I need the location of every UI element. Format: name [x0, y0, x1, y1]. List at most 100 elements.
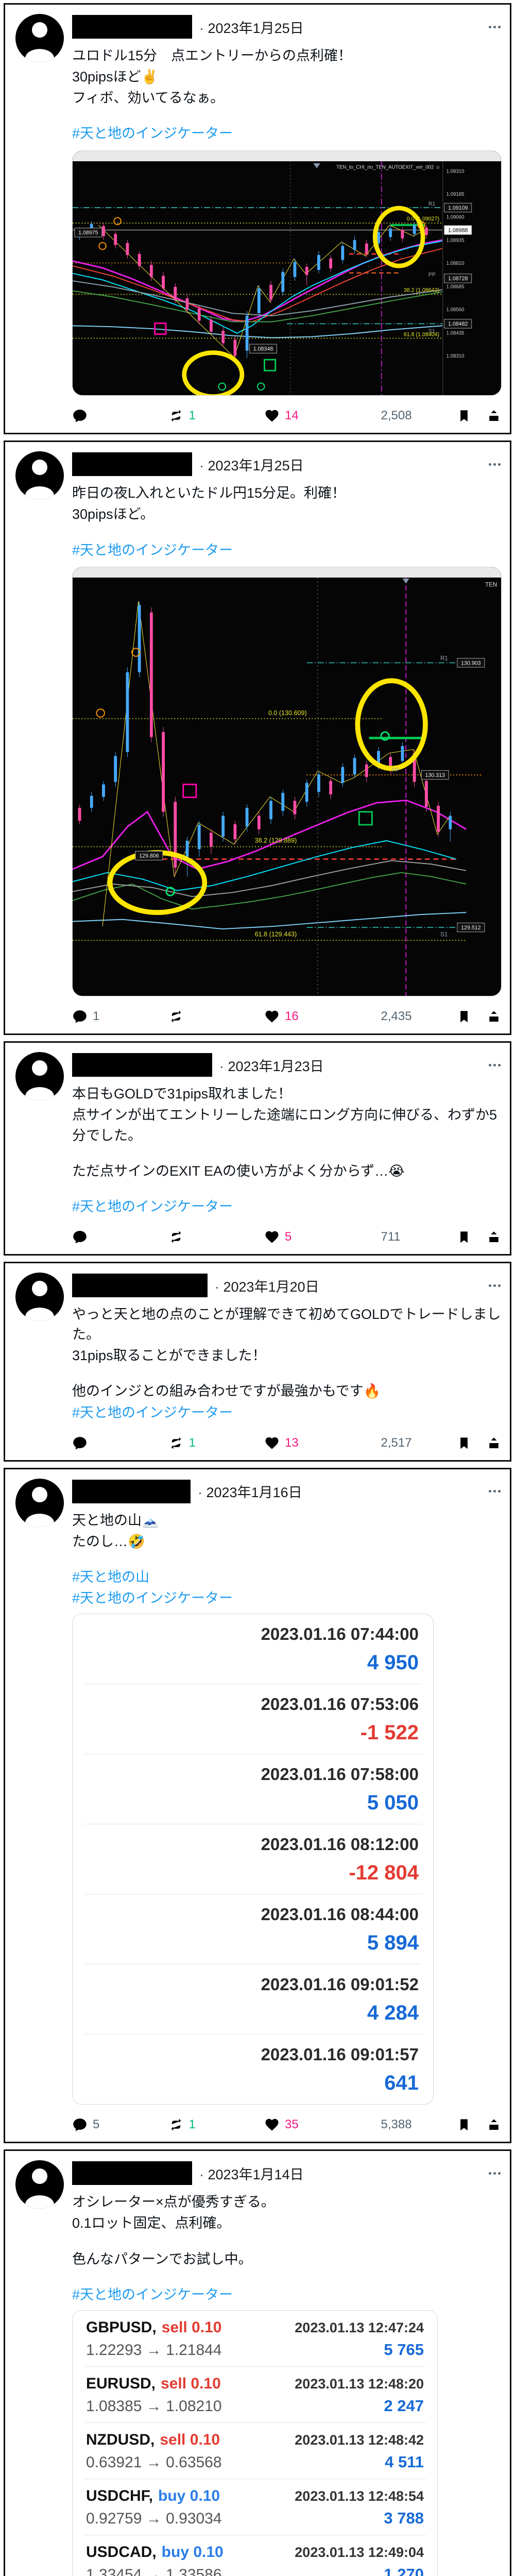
retweet-button[interactable]: 1 — [168, 1435, 265, 1451]
svg-text:1.09109: 1.09109 — [448, 205, 468, 211]
trade-row: USDCHF, buy 0.10 2023.01.13 12:48:54 0.927… — [84, 2479, 426, 2535]
svg-text:1.08988: 1.08988 — [448, 227, 468, 233]
avatar[interactable] — [15, 1052, 64, 1101]
hashtag-link[interactable]: #天と地のインジケーター — [72, 126, 233, 142]
more-icon[interactable] — [488, 2169, 502, 2178]
svg-text:129.806: 129.806 — [139, 853, 159, 859]
hashtag-link[interactable]: #天と地のインジケーター — [72, 1590, 233, 1606]
bookmark-icon[interactable] — [456, 1009, 472, 1024]
svg-text:S1: S1 — [428, 328, 435, 334]
views-count[interactable]: 2,508 — [360, 408, 457, 423]
trade-history-card[interactable]: 2023.01.16 07:44:00 4 950 2023.01.16 07:… — [72, 1614, 434, 2105]
price-chart-usdjpy[interactable]: TEN 130.903 130.313 129.512 129.806 R1 S1 PP 0.0… — [73, 577, 501, 996]
history-row: 2023.01.16 07:53:06 -1 522 — [84, 1684, 422, 1755]
trade-row: GBPUSD, sell 0.10 2023.01.13 12:47:24 1.22… — [84, 2311, 426, 2367]
svg-text:1.08685: 1.08685 — [447, 284, 465, 290]
share-icon[interactable] — [486, 408, 502, 423]
hashtag-link[interactable]: #天と地のインジケーター — [72, 1404, 233, 1420]
more-icon[interactable] — [488, 23, 502, 31]
views-count[interactable]: 5,388 — [360, 2117, 457, 2132]
hashtag-link[interactable]: #天と地のインジケーター — [72, 542, 233, 558]
tweet[interactable]: 2023年1月25日 昨日の夜L入れといたドル円15分足。利確！30pipsほど… — [4, 440, 511, 1036]
reply-button[interactable] — [72, 1229, 168, 1245]
svg-text:1.08935: 1.08935 — [447, 238, 465, 243]
tweet[interactable]: 2023年1月25日 ユロドル15分 点エントリーからの点利確！30pipsほど… — [4, 3, 511, 435]
retweet-button[interactable]: 1 — [168, 408, 265, 423]
more-icon[interactable] — [488, 1061, 502, 1070]
like-button[interactable]: 5 — [264, 1229, 360, 1245]
svg-text:1.09060: 1.09060 — [447, 214, 465, 220]
views-count[interactable]: 2,517 — [360, 1435, 457, 1451]
history-row: 2023.01.16 08:12:00 -12 804 — [84, 1824, 422, 1895]
svg-text:0.0 (1.09027): 0.0 (1.09027) — [407, 216, 439, 222]
chart-image[interactable]: TEN_to_CHI_no_TEN_AUTOEXIT_ver_002 ☺ 1.09… — [72, 150, 502, 396]
like-button[interactable]: 14 — [264, 408, 360, 423]
svg-text:38.2 (1.08642): 38.2 (1.08642) — [404, 287, 439, 293]
hashtag-link[interactable]: #天と地の山 — [72, 1569, 150, 1585]
avatar-head-icon — [32, 22, 47, 38]
hashtag-link[interactable]: #天と地のインジケーター — [72, 1198, 233, 1214]
engagement-bar: 5 1 35 5,388 — [72, 2117, 502, 2132]
like-button[interactable]: 35 — [264, 2117, 360, 2132]
avatar[interactable] — [15, 14, 64, 62]
redacted-username — [72, 1479, 191, 1503]
views-count[interactable]: 711 — [360, 1229, 457, 1245]
price-chart-eurusd[interactable]: TEN_to_CHI_no_TEN_AUTOEXIT_ver_002 ☺ 1.09… — [73, 161, 501, 396]
twitter-feed: { "colors":{"hashtag":"#1d9bf0","like_pi… — [0, 3, 515, 2576]
retweet-button[interactable] — [168, 1009, 265, 1024]
tweet-date: 2023年1月25日 — [199, 17, 304, 37]
svg-text:1.09310: 1.09310 — [447, 168, 465, 174]
reply-button[interactable]: 1 — [72, 1009, 168, 1024]
bookmark-icon[interactable] — [456, 408, 472, 423]
hashtag-link[interactable]: #天と地のインジケーター — [72, 2286, 233, 2302]
bookmark-icon[interactable] — [456, 1229, 472, 1245]
engagement-bar: 5 711 — [72, 1229, 502, 1245]
tweet[interactable]: 2023年1月16日 天と地の山🗻たのし…🤣#天と地の山#天と地のインジケーター… — [4, 1467, 511, 2144]
trade-list-card[interactable]: GBPUSD, sell 0.10 2023.01.13 12:47:24 1.22… — [72, 2310, 438, 2576]
avatar[interactable] — [15, 2160, 64, 2209]
share-icon[interactable] — [486, 1009, 502, 1024]
bookmark-icon[interactable] — [456, 1435, 472, 1451]
avatar[interactable] — [15, 1273, 64, 1321]
svg-text:1.08728: 1.08728 — [448, 276, 468, 282]
engagement-bar: 1 14 2,508 — [72, 408, 502, 423]
tweet-header: 2023年1月23日 — [72, 1053, 502, 1077]
reply-button[interactable]: 5 — [72, 2117, 168, 2132]
history-row: 2023.01.16 07:58:00 5 050 — [84, 1754, 422, 1825]
retweet-button[interactable] — [168, 1229, 265, 1245]
svg-text:1.08435: 1.08435 — [447, 330, 465, 336]
tweet[interactable]: 2023年1月20日 やっと天と地の点のことが理解できて初めてGOLDでトレード… — [4, 1262, 511, 1462]
tweet-date: 2023年1月14日 — [199, 2163, 304, 2183]
reply-button[interactable] — [72, 1435, 168, 1451]
tweet-header: 2023年1月25日 — [72, 15, 502, 39]
share-icon[interactable] — [486, 1229, 502, 1245]
chart-image[interactable]: TEN 130.903 130.313 129.512 129.806 R1 S1 PP 0.0… — [72, 566, 502, 997]
trade-row: EURUSD, sell 0.10 2023.01.13 12:48:20 1.08… — [84, 2367, 426, 2423]
svg-text:R1: R1 — [428, 201, 436, 207]
retweet-button[interactable]: 1 — [168, 2117, 265, 2132]
svg-text:PP: PP — [428, 272, 436, 278]
tweet[interactable]: 2023年1月23日 本日もGOLDで31pips取れました！点サインが出てエン… — [4, 1041, 511, 1256]
more-icon[interactable] — [488, 1487, 502, 1496]
share-icon[interactable] — [486, 1435, 502, 1451]
redacted-username — [72, 2161, 192, 2185]
avatar[interactable] — [15, 451, 64, 500]
chart-window-bar — [73, 567, 501, 578]
avatar[interactable] — [15, 1478, 64, 1527]
svg-text:1.09185: 1.09185 — [447, 191, 465, 197]
more-icon[interactable] — [488, 1281, 502, 1290]
share-icon[interactable] — [486, 2117, 502, 2132]
svg-text:130.313: 130.313 — [425, 772, 445, 778]
views-count[interactable]: 2,435 — [360, 1009, 457, 1024]
like-button[interactable]: 16 — [264, 1009, 360, 1024]
tweet[interactable]: 2023年1月14日 オシレーター×点が優秀すぎる。0.1ロット固定、点利確。色… — [4, 2149, 511, 2576]
bookmark-icon[interactable] — [456, 2117, 472, 2132]
tweet-header: 2023年1月16日 — [72, 1479, 502, 1503]
svg-text:TEN: TEN — [485, 581, 497, 588]
history-row: 2023.01.16 07:44:00 4 950 — [84, 1614, 422, 1685]
like-button[interactable]: 13 — [264, 1435, 360, 1451]
tweet-text: 本日もGOLDで31pips取れました！ 点サインが出てエントリーした途端にロング… — [72, 1084, 502, 1217]
reply-button[interactable] — [72, 408, 168, 423]
tweet-text: やっと天と地の点のことが理解できて初めてGOLDでトレードしました。 31pips… — [72, 1304, 502, 1423]
more-icon[interactable] — [488, 460, 502, 469]
